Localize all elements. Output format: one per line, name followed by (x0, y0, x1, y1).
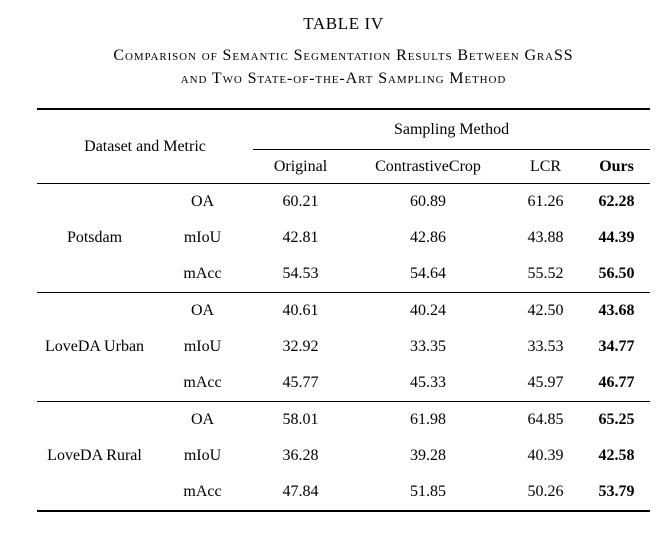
column-group-header-sampling-method: Sampling Method (253, 109, 651, 150)
value-cell: 42.50 (527, 302, 564, 319)
value-cell: 47.84 (282, 483, 319, 500)
value-cell: 61.26 (527, 193, 564, 210)
section-loveda-urban: LoveDA Urban OA 40.61 40.24 42.50 43.68 … (37, 293, 651, 402)
value-cell: 45.97 (527, 374, 564, 391)
metric-label: OA (190, 302, 215, 319)
table-title: TABLE IV (303, 14, 384, 33)
table-caption: Comparison of Semantic Segmentation Resu… (37, 44, 650, 90)
value-cell: 60.21 (282, 193, 319, 210)
section-loveda-rural: LoveDA Rural OA 58.01 61.98 64.85 65.25 … (37, 402, 651, 511)
table-header: Dataset and Metric Sampling Method Origi… (37, 109, 651, 184)
table-row: mIoU 42.81 42.86 43.88 44.39 (37, 220, 650, 256)
metric-label: mAcc (183, 374, 222, 391)
caption-line-2: and Two State-of-the-Art Sampling Method (180, 70, 507, 87)
column-header-lcr: LCR (529, 157, 562, 175)
header-row-group: Dataset and Metric Sampling Method (37, 109, 651, 155)
value-cell: 45.77 (282, 374, 319, 391)
table-row: LoveDA Rural OA 58.01 61.98 64.85 65.25 (37, 402, 650, 464)
value-cell-ours: 34.77 (598, 338, 635, 355)
value-cell-ours: 46.77 (598, 374, 635, 391)
table-row: mIoU 36.28 39.28 40.39 42.58 (37, 438, 650, 474)
value-cell: 51.85 (410, 483, 447, 500)
value-cell-ours: 65.25 (598, 411, 635, 428)
value-cell: 43.88 (527, 229, 564, 246)
column-header-contrastivecrop: ContrastiveCrop (375, 157, 481, 175)
value-cell: 33.35 (410, 338, 447, 355)
table-row: mAcc 47.84 51.85 50.26 53.79 (37, 474, 650, 511)
header-row-methods: Original ContrastiveCrop LCR Ours (37, 150, 650, 184)
dataset-label-potsdam: Potsdam (66, 229, 123, 246)
table-row: Potsdam OA 60.21 60.89 61.26 62.28 (37, 184, 650, 246)
value-cell: 42.86 (410, 229, 447, 246)
value-cell: 33.53 (527, 338, 564, 355)
table-row: mAcc 45.77 45.33 45.97 46.77 (37, 365, 650, 402)
metric-label: mIoU (183, 338, 222, 355)
value-cell-ours: 62.28 (598, 193, 635, 210)
value-cell-ours: 56.50 (598, 265, 635, 282)
paper-page: TABLE IV Comparison of Semantic Segmenta… (0, 14, 672, 538)
section-potsdam: Potsdam OA 60.21 60.89 61.26 62.28 mIoU … (37, 184, 651, 293)
value-cell-ours: 42.58 (598, 447, 635, 464)
value-cell-ours: 43.68 (598, 302, 635, 319)
value-cell: 54.64 (410, 265, 447, 282)
column-header-original: Original (273, 157, 328, 175)
value-cell: 54.53 (282, 265, 319, 282)
table-row: mIoU 32.92 33.35 33.53 34.77 (37, 329, 650, 365)
value-cell: 36.28 (282, 447, 319, 464)
metric-label: mAcc (183, 265, 222, 282)
value-cell: 40.39 (527, 447, 564, 464)
value-cell: 40.61 (282, 302, 319, 319)
dataset-label-loveda-urban: LoveDA Urban (44, 338, 145, 355)
caption-line-1: Comparison of Semantic Segmentation Resu… (113, 47, 574, 64)
value-cell: 60.89 (410, 193, 447, 210)
value-cell: 55.52 (527, 265, 564, 282)
metric-label: OA (190, 193, 215, 210)
value-cell-ours: 53.79 (598, 483, 635, 500)
table-row: LoveDA Urban OA 40.61 40.24 42.50 43.68 (37, 293, 650, 355)
metric-label: mAcc (183, 483, 222, 500)
metric-label: mIoU (183, 447, 222, 464)
results-table: Dataset and Metric Sampling Method Origi… (37, 108, 651, 512)
value-cell: 58.01 (282, 411, 319, 428)
value-cell: 64.85 (527, 411, 564, 428)
value-cell: 40.24 (410, 302, 447, 319)
column-header-dataset-and-metric: Dataset and Metric (84, 137, 206, 155)
value-cell-ours: 44.39 (598, 229, 635, 246)
table-row: mAcc 54.53 54.64 55.52 56.50 (37, 256, 650, 293)
metric-label: mIoU (183, 229, 222, 246)
value-cell: 50.26 (527, 483, 564, 500)
value-cell: 42.81 (282, 229, 319, 246)
value-cell: 39.28 (410, 447, 447, 464)
value-cell: 61.98 (410, 411, 447, 428)
metric-label: OA (190, 411, 215, 428)
value-cell: 45.33 (410, 374, 447, 391)
value-cell: 32.92 (282, 338, 319, 355)
dataset-label-loveda-rural: LoveDA Rural (47, 447, 142, 464)
column-header-ours: Ours (599, 157, 634, 175)
